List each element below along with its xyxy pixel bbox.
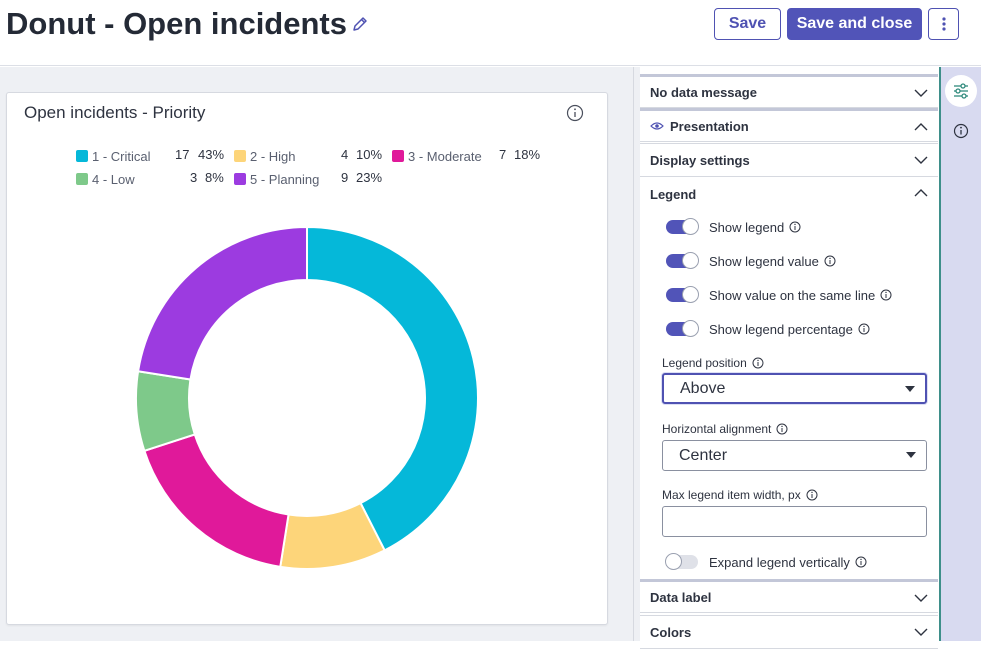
section-data-label[interactable]: Data label <box>640 579 938 613</box>
legend-percent: 23% <box>356 170 383 185</box>
section-title: Data label <box>650 589 712 605</box>
widget-card: Open incidents - Priority 1 - Critical 1… <box>6 92 608 625</box>
page-header: Donut - Open incidents Save Save and clo… <box>0 0 981 66</box>
info-icon[interactable] <box>776 423 788 435</box>
same-line-toggle[interactable] <box>666 286 699 303</box>
toggle-label: Expand legend vertically <box>709 554 850 570</box>
toggle-label: Show legend percentage <box>709 321 853 337</box>
chevron-down-icon <box>914 89 928 97</box>
info-icon[interactable] <box>806 489 818 501</box>
legend-percent: 43% <box>198 147 225 162</box>
legend-percent: 18% <box>514 147 541 162</box>
side-rail <box>939 67 981 641</box>
legend-label: 4 - Low <box>92 171 135 187</box>
legend-label: 2 - High <box>250 148 296 164</box>
legend-position-select[interactable]: Above <box>662 373 927 404</box>
info-icon[interactable] <box>880 289 892 301</box>
sliders-icon <box>954 83 968 99</box>
section-title: Presentation <box>670 118 749 134</box>
legend-item[interactable]: 2 - High <box>234 147 296 165</box>
legend-count: 9 <box>341 170 349 185</box>
legend-label: 5 - Planning <box>250 171 320 187</box>
section-display-settings[interactable]: Display settings <box>640 143 938 177</box>
page-title: Donut - Open incidents <box>6 6 347 41</box>
section-title: Colors <box>650 624 692 640</box>
info-icon[interactable] <box>858 323 870 335</box>
save-and-close-button[interactable]: Save and close <box>787 8 922 40</box>
toggle-label: Show legend value <box>709 253 819 269</box>
section-title: Display settings <box>650 152 750 168</box>
donut-slice-5[interactable] <box>136 225 308 381</box>
info-icon[interactable] <box>789 221 801 233</box>
section-title: Legend <box>650 186 697 202</box>
chevron-down-icon <box>914 594 928 602</box>
horizontal-alignment-select[interactable]: Center <box>662 440 927 471</box>
legend-item[interactable]: 1 - Critical <box>76 147 151 165</box>
toggle-label: Show value on the same line <box>709 287 876 303</box>
more-options-button[interactable] <box>928 8 959 40</box>
legend-swatch <box>76 150 88 162</box>
show-legend-toggle[interactable] <box>666 218 699 235</box>
legend-percent: 10% <box>356 147 383 162</box>
legend-label: 1 - Critical <box>92 148 151 164</box>
section-colors[interactable]: Colors <box>640 615 938 649</box>
legend-item[interactable]: 5 - Planning <box>234 170 319 188</box>
section-presentation[interactable]: Presentation <box>640 108 938 142</box>
donut-slice-1[interactable] <box>306 225 479 552</box>
same-line-row: Show value on the same line <box>666 285 892 305</box>
caret-down-icon <box>905 386 915 392</box>
configure-button[interactable] <box>945 75 977 107</box>
properties-panel: No data message Presentation Display set… <box>633 67 939 649</box>
legend-swatch <box>234 173 246 185</box>
chevron-up-icon <box>914 123 928 131</box>
section-legend[interactable]: Legend <box>640 177 938 211</box>
horizontal-alignment-label: Horizontal alignment <box>662 422 788 436</box>
show-legend-row: Show legend <box>666 217 801 237</box>
legend-swatch <box>234 150 246 162</box>
info-icon[interactable] <box>566 104 584 122</box>
max-legend-width-label: Max legend item width, px <box>662 488 818 502</box>
expand-legend-toggle[interactable] <box>665 553 698 570</box>
more-vertical-icon <box>941 17 946 31</box>
legend-count: 17 <box>175 147 190 162</box>
info-icon[interactable] <box>824 255 836 267</box>
legend-percent: 8% <box>205 170 224 185</box>
legend-label: 3 - Moderate <box>408 148 482 164</box>
info-icon[interactable] <box>953 123 969 139</box>
info-icon[interactable] <box>752 357 764 369</box>
legend-count: 3 <box>190 170 198 185</box>
info-icon[interactable] <box>855 556 867 568</box>
donut-chart <box>135 225 479 570</box>
legend-position-label: Legend position <box>662 356 764 370</box>
show-percentage-toggle[interactable] <box>666 320 699 337</box>
caret-down-icon <box>906 452 916 458</box>
max-legend-width-input[interactable] <box>662 506 927 537</box>
chevron-down-icon <box>914 156 928 164</box>
chevron-up-icon <box>914 189 928 197</box>
show-legend-value-toggle[interactable] <box>666 252 699 269</box>
pencil-icon[interactable] <box>350 14 370 34</box>
donut-slice-3[interactable] <box>143 433 290 569</box>
section-no-data-message[interactable]: No data message <box>640 74 938 108</box>
legend-count: 4 <box>341 147 349 162</box>
legend-count: 7 <box>499 147 507 162</box>
legend-swatch <box>392 150 404 162</box>
toggle-label: Show legend <box>709 219 785 235</box>
show-percentage-row: Show legend percentage <box>666 319 870 339</box>
eye-icon <box>650 122 664 130</box>
legend-item[interactable]: 3 - Moderate <box>392 147 482 165</box>
show-legend-value-row: Show legend value <box>666 251 836 271</box>
chevron-down-icon <box>914 628 928 636</box>
section-title: No data message <box>650 84 757 100</box>
legend-swatch <box>76 173 88 185</box>
legend-item[interactable]: 4 - Low <box>76 170 135 188</box>
save-button[interactable]: Save <box>714 8 781 40</box>
expand-legend-row: Expand legend vertically <box>665 552 867 572</box>
widget-title: Open incidents - Priority <box>24 103 206 122</box>
canvas-area: Open incidents - Priority 1 - Critical 1… <box>0 67 633 641</box>
